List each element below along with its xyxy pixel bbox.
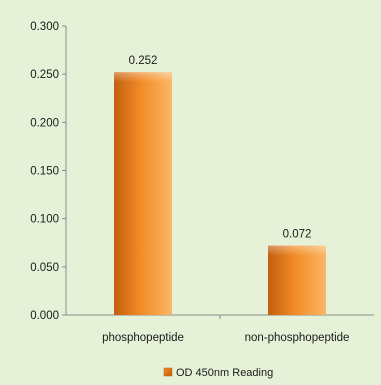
y-tick-label: 0.300 <box>30 21 59 33</box>
labels: 0.000 0.050 0.100 0.150 0.200 0.250 0.300 0.252… <box>30 21 349 344</box>
y-tick-label: 0.050 <box>30 262 59 274</box>
legend-swatch <box>163 367 173 377</box>
x-tick-label: phosphopeptide <box>102 332 184 344</box>
y-tick-label: 0.200 <box>30 117 59 129</box>
y-tick-label: 0.000 <box>30 310 59 322</box>
data-label: 0.072 <box>283 229 312 241</box>
bars <box>114 72 326 316</box>
y-tick-label: 0.100 <box>30 214 59 226</box>
legend: OD 450nm Reading <box>163 367 273 379</box>
legend-label: OD 450nm Reading <box>176 367 273 379</box>
bar-highlight <box>268 245 326 256</box>
y-tick-label: 0.150 <box>30 166 59 178</box>
bar <box>268 245 326 315</box>
y-tick-label: 0.250 <box>30 69 59 81</box>
data-label: 0.252 <box>129 55 158 67</box>
x-tick-label: non-phosphopeptide <box>245 332 350 344</box>
bar-highlight <box>114 72 172 83</box>
bar <box>114 72 172 316</box>
